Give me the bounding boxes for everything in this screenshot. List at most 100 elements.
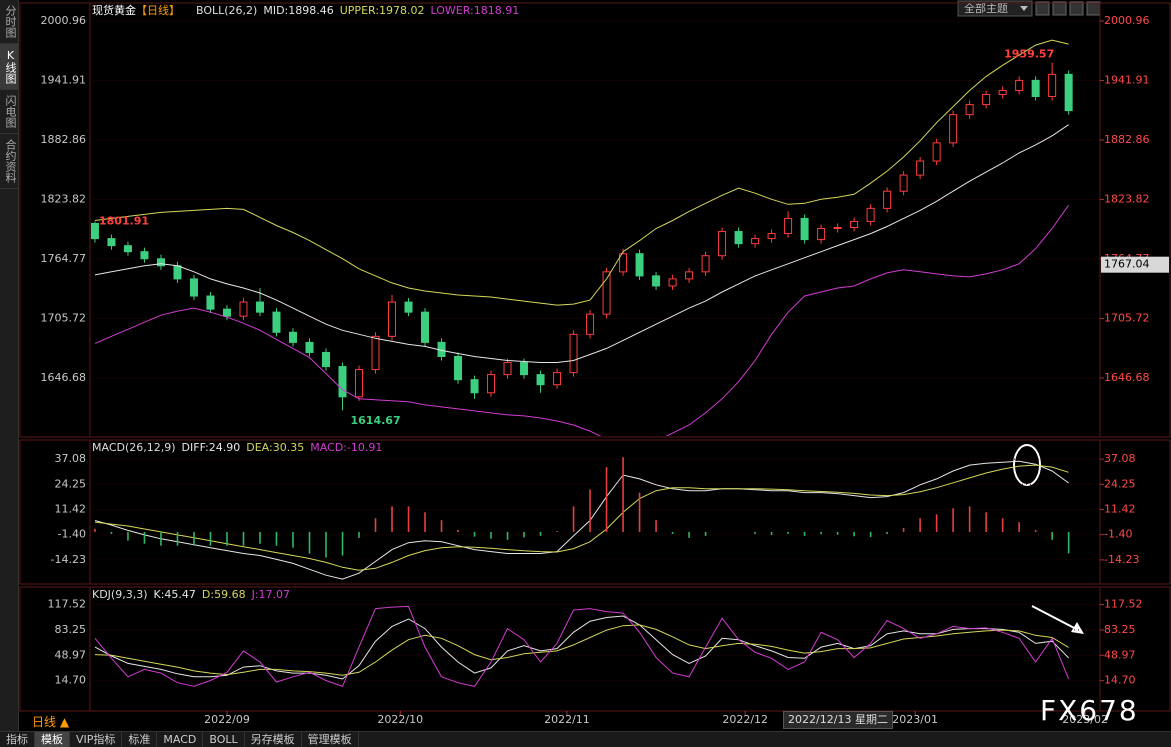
y-tick-label-left: 2000.96: [41, 14, 87, 27]
toolbar-tab[interactable]: 另存模板: [245, 732, 302, 747]
y-tick-label-left: 11.42: [55, 503, 87, 516]
high-label: 1959.57: [1004, 48, 1054, 61]
icon-button[interactable]: [1052, 1, 1067, 16]
icon-button[interactable]: [1069, 1, 1084, 16]
indicator-name: KDJ(9,3,3): [92, 588, 148, 601]
legend-entry: K:45.47: [154, 588, 196, 601]
icon-button[interactable]: [1086, 1, 1101, 16]
candle-body: [189, 278, 198, 297]
candle-body: [355, 369, 364, 398]
y-tick-label-left: 1941.91: [41, 73, 87, 86]
sidebar-tab[interactable]: 合约资料: [0, 134, 18, 189]
candle-body: [701, 255, 710, 273]
y-tick-label-left: 14.70: [55, 674, 87, 687]
x-tick-label: 2022/10: [377, 713, 423, 726]
instrument-title: 现货黄金: [92, 3, 136, 17]
candle-body: [619, 253, 628, 273]
y-tick-label-left: 48.97: [55, 648, 87, 661]
candle-body: [767, 233, 776, 240]
candle-body: [685, 271, 694, 280]
candle-body: [272, 311, 281, 333]
candle-body: [288, 331, 297, 343]
candle-body: [850, 220, 859, 229]
toolbar-tab[interactable]: 标准: [122, 732, 158, 747]
candle-body: [883, 190, 892, 209]
legend-entry: D:59.68: [202, 588, 246, 601]
price-marker: [1101, 256, 1169, 273]
x-tick-label: 2023/01: [892, 713, 938, 726]
candle-body: [1064, 73, 1073, 112]
candle-body: [833, 227, 842, 230]
toolbar-tab[interactable]: 管理模板: [302, 732, 359, 747]
legend-entry: DIFF:24.90: [182, 441, 241, 454]
legend-entry: MID:1898.46: [263, 4, 333, 17]
y-tick-label-right: 1646.68: [1104, 371, 1150, 384]
candle-body: [1048, 73, 1057, 98]
candle-body: [503, 362, 512, 376]
candle-body: [949, 114, 958, 144]
watermark: FX678: [1040, 694, 1139, 727]
candle-body: [107, 238, 116, 247]
candle-body: [156, 258, 165, 267]
series-line: [94, 124, 1069, 363]
high-label: 1801.91: [99, 215, 149, 228]
toolbar-tab[interactable]: 模板: [35, 732, 70, 747]
candle-body: [305, 341, 314, 353]
sidebar-tab[interactable]: 闪电图: [0, 90, 18, 134]
candle-body: [239, 301, 248, 317]
theme-dropdown[interactable]: [957, 0, 1033, 17]
plot-area: [94, 457, 1070, 580]
candle-body: [1015, 79, 1024, 91]
crosshair-date: 2022/12/13 星期二: [783, 711, 893, 729]
y-tick-label-left: 83.25: [55, 623, 87, 636]
legend-entry: MACD:-10.91: [310, 441, 382, 454]
candle-body: [652, 275, 661, 287]
y-tick-label-right: 11.42: [1104, 503, 1136, 516]
y-tick-label-left: 1646.68: [41, 371, 87, 384]
candle-body: [586, 313, 595, 335]
candle-body: [140, 251, 149, 260]
y-tick-label-right: 1823.82: [1104, 192, 1150, 205]
period-button[interactable]: 日线 ▲: [32, 715, 70, 729]
candle-body: [371, 335, 380, 371]
y-tick-label-left: 117.52: [48, 598, 87, 611]
price-marker-label: 1767.04: [1104, 258, 1150, 271]
candle-body: [916, 160, 925, 176]
candle-body: [718, 231, 727, 257]
y-tick-label-left: 37.08: [55, 452, 87, 465]
period-label: 【日线】: [136, 3, 180, 17]
series-line: [94, 605, 1070, 688]
candle-body: [536, 374, 545, 386]
panel-frame: [19, 439, 1171, 585]
y-tick-label-right: 48.97: [1104, 648, 1136, 661]
candle-body: [404, 301, 413, 313]
candle-body: [421, 311, 430, 343]
sidebar-tab[interactable]: 分时图: [0, 0, 18, 44]
series-line: [94, 624, 1069, 676]
panel-header: MACD(26,12,9) DIFF:24.90 DEA:30.35 MACD:-10…: [92, 441, 382, 454]
indicator-name: MACD(26,12,9): [92, 441, 176, 454]
series-line: [94, 460, 1069, 580]
panel-header: 现货黄金【日线】 BOLL(26,2) MID:1898.46 UPPER:1978.…: [92, 3, 519, 17]
candle-body: [982, 93, 991, 106]
toolbar-tab[interactable]: VIP指标: [70, 732, 123, 747]
theme-dropdown-label[interactable]: 全部主题: [964, 1, 1008, 15]
sidebar-tab[interactable]: K线图: [0, 44, 18, 90]
y-tick-label-right: 83.25: [1104, 623, 1136, 636]
candle-body: [454, 355, 463, 381]
toolbar-tab[interactable]: 指标: [0, 732, 35, 747]
icon-button[interactable]: [1035, 1, 1050, 16]
candle-body: [932, 142, 941, 162]
y-tick-label-right: 2000.96: [1104, 14, 1150, 27]
y-tick-label-left: -14.23: [51, 553, 86, 566]
toolbar: 指标 模板 VIP指标 标准 MACD BOLL 另存模板 管理模板: [0, 731, 1171, 747]
toolbar-tab[interactable]: BOLL: [203, 732, 245, 747]
toolbar-tab[interactable]: MACD: [157, 732, 204, 747]
candle-body: [800, 217, 809, 241]
y-tick-label-right: 14.70: [1104, 674, 1136, 687]
candle-body: [751, 238, 760, 245]
candle-body: [222, 308, 231, 317]
candle-body: [90, 222, 99, 240]
x-tick-label: 2022/12: [722, 713, 768, 726]
y-tick-label-left: 1764.77: [41, 252, 87, 265]
